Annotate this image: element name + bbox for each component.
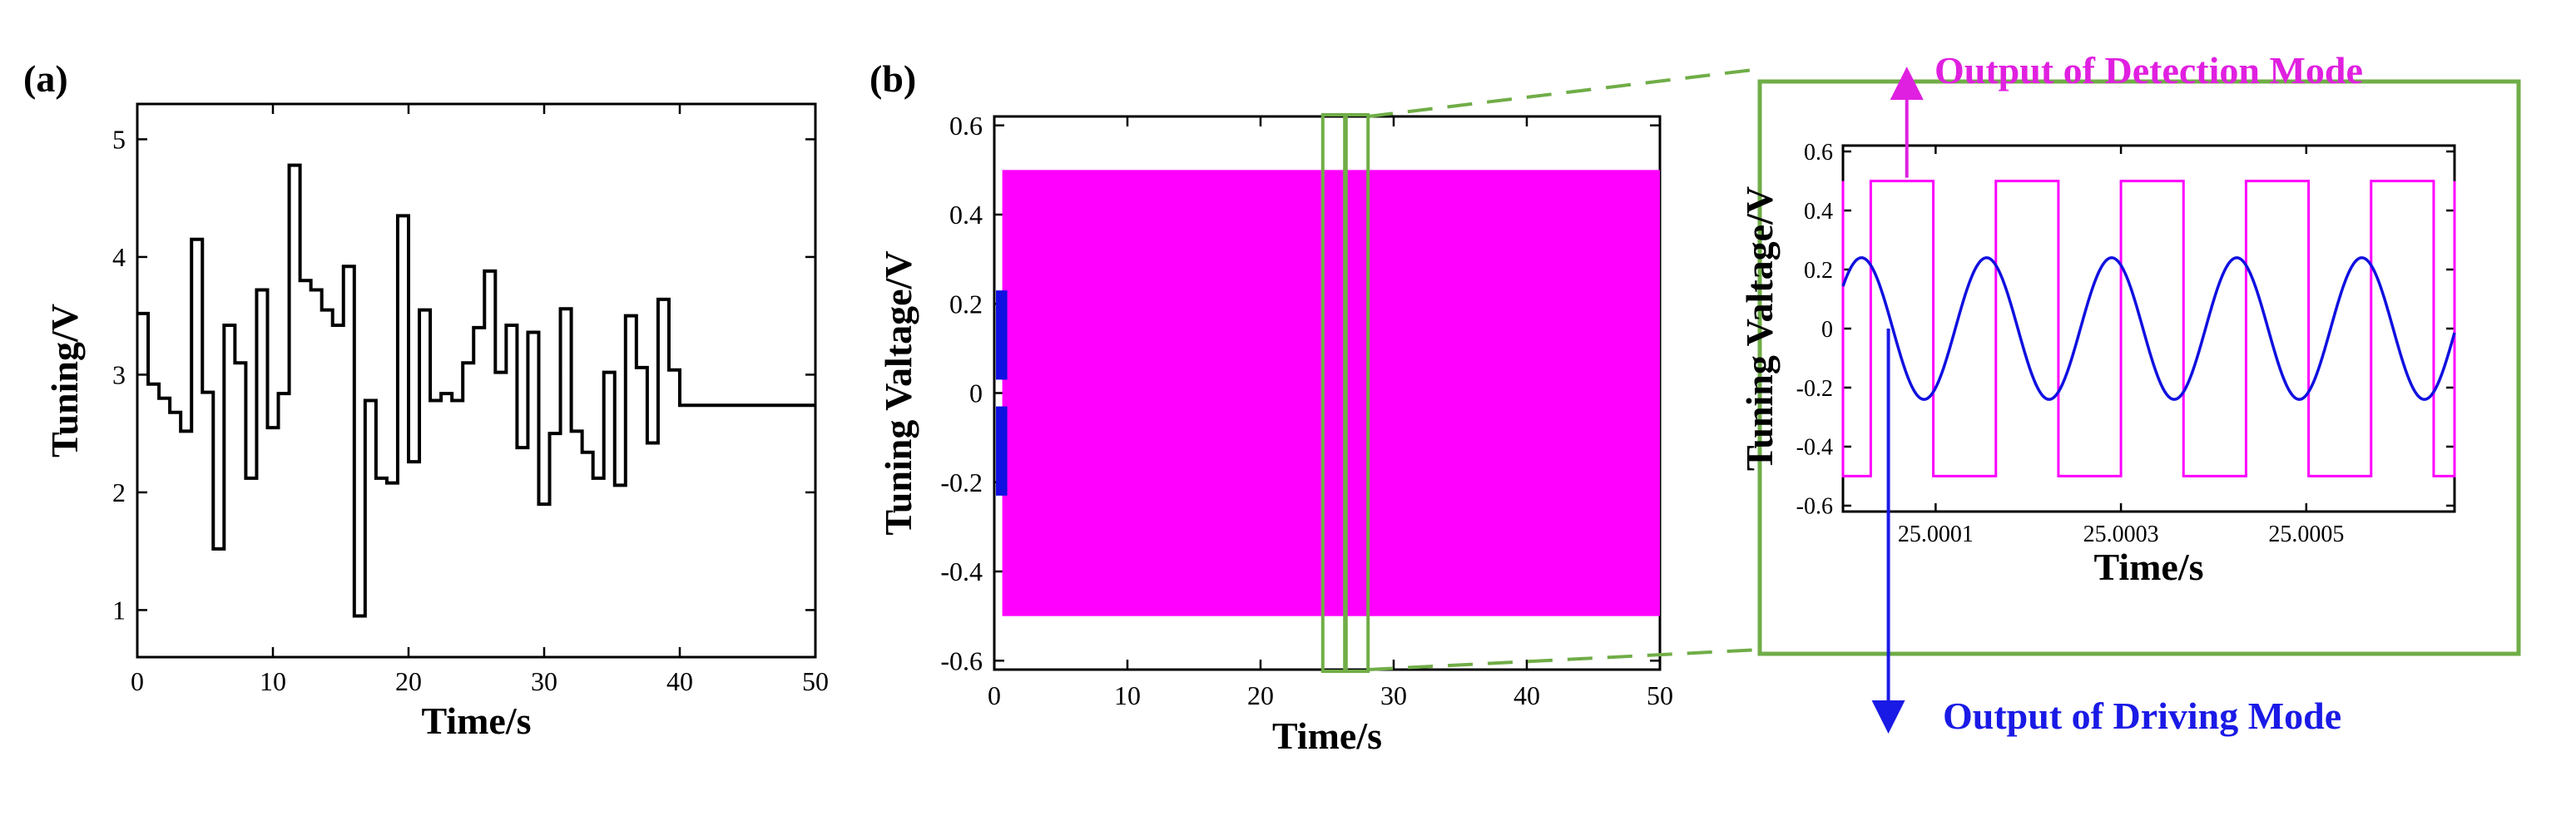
y-tick-label: 0.2 <box>949 289 983 319</box>
x-tick-label: 30 <box>531 666 557 696</box>
y-tick-label: 0.6 <box>1804 140 1833 166</box>
inset-frame <box>1757 79 2521 656</box>
chart-a: 0 10 20 30 40 50 1 2 3 4 5 Time/s Tuning/V <box>43 102 829 742</box>
x-axis-label: Time/s <box>1272 715 1382 757</box>
x-tick-label: 25.0001 <box>1898 522 1974 547</box>
x-tick-label: 0 <box>988 680 1001 710</box>
x-axis-label: Time/s <box>421 700 531 742</box>
series-detection-square <box>1841 180 2456 477</box>
x-tick-label: 30 <box>1380 680 1407 710</box>
y-tick-label: 5 <box>112 125 126 155</box>
y-tick-label: 3 <box>112 360 126 390</box>
annotations: Output of Detection Mode Output of Drivin… <box>1871 49 2363 737</box>
x-tick-label: 50 <box>802 666 829 696</box>
y-tick-label: 0.4 <box>1804 199 1833 225</box>
series-line-tuning <box>137 163 815 618</box>
x-tick-label: 40 <box>666 666 693 696</box>
series-driving-band-lower <box>996 406 1008 496</box>
y-tick-label: -0.6 <box>940 645 983 675</box>
zoom-marker-rect-2 <box>1343 113 1370 673</box>
x-tick-label: 25.0003 <box>2083 522 2159 547</box>
y-tick-label: -0.4 <box>1796 435 1833 461</box>
y-axis-label: Tuning/V <box>43 304 86 457</box>
zoom-connector-lines <box>1367 67 1761 671</box>
series-detection-band <box>1002 170 1660 616</box>
chart-b: 0 10 20 30 40 50 0.6 0.4 0.2 0 -0.2 -0.4 -0.6 Time/s T… <box>877 111 1673 757</box>
y-tick-label: 0 <box>1821 317 1833 343</box>
x-tick-label: 50 <box>1647 680 1673 710</box>
y-tick-label: 0.6 <box>949 111 983 141</box>
panel-label-a: (a) <box>23 57 68 100</box>
plot-frame <box>136 102 817 659</box>
y-tick-label: -0.2 <box>940 467 983 497</box>
zoom-connector-bottom <box>1368 648 1761 671</box>
y-tick-label: -0.4 <box>940 556 983 586</box>
chart-b-inset: 25.0001 25.0003 25.0005 0.6 0.4 0.2 0 -0.2 -0.4 -… <box>1738 79 2521 656</box>
y-tick-label: 1 <box>112 596 126 626</box>
y-axis-label: Tuning Valtage/V <box>877 250 919 535</box>
y-tick-label: 0 <box>969 378 983 408</box>
x-tick-label: 20 <box>395 666 422 696</box>
series-driving-sine <box>1841 256 2456 401</box>
panel-label-b: (b) <box>869 57 916 100</box>
x-axis-label: Time/s <box>2093 546 2203 588</box>
y-tick-label: 0.2 <box>1804 258 1833 284</box>
y-tick-label: 0.4 <box>949 200 983 230</box>
x-tick-label: 10 <box>1114 680 1141 710</box>
x-tick-label: 0 <box>131 666 144 696</box>
x-tick-label: 25.0005 <box>2268 522 2344 547</box>
zoom-connector-top <box>1367 67 1761 118</box>
x-tick-label: 40 <box>1513 680 1540 710</box>
y-axis-label: Tuning Valtage/V <box>1738 186 1781 471</box>
x-tick-label: 10 <box>260 666 286 696</box>
y-tick-label: -0.2 <box>1796 376 1833 402</box>
detection-label: Output of Detection Mode <box>1934 49 2363 91</box>
y-tick-label: 2 <box>112 477 126 507</box>
y-tick-label: 4 <box>112 242 126 272</box>
x-tick-label: 20 <box>1247 680 1274 710</box>
series-driving-band-upper <box>996 290 1008 380</box>
driving-label: Output of Driving Mode <box>1943 695 2341 737</box>
y-tick-label: -0.6 <box>1796 494 1833 520</box>
